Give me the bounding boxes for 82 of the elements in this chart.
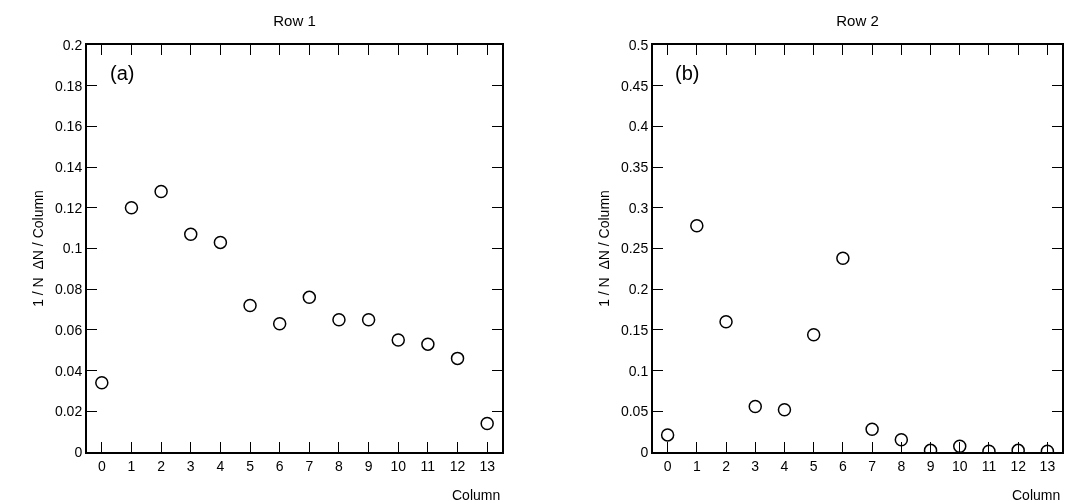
point	[213, 235, 228, 250]
y-tick-label: 0.1	[62, 240, 83, 257]
point	[332, 312, 346, 327]
x-tick-label: 3	[751, 457, 760, 474]
x-tick-label: 1	[127, 457, 136, 474]
x-tick-label: 5	[809, 457, 818, 474]
point	[480, 416, 494, 431]
x-axis-title: Column	[1012, 487, 1061, 502]
y-tick-label: 0.15	[620, 321, 649, 338]
x-axis-title: Column	[452, 487, 501, 502]
y-tick-label: 0.06	[54, 321, 83, 338]
x-tick-label: 2	[157, 457, 166, 474]
y-tick-label: 0.14	[54, 159, 83, 175]
y-tick-label: 0.4	[628, 118, 649, 135]
annotation: (b)	[675, 62, 700, 84]
x-tick-label: 7	[305, 457, 314, 474]
point	[184, 227, 198, 241]
x-tick-label: 10	[951, 457, 968, 474]
x-tick-label: 1	[692, 457, 701, 474]
x-tick-label: 4	[780, 457, 789, 474]
point	[243, 298, 257, 313]
y-tick-label: 0.35	[620, 159, 649, 175]
point	[361, 312, 376, 327]
chart-title: Row 1	[273, 11, 316, 29]
point	[690, 218, 704, 233]
point	[421, 337, 435, 351]
annotation: (a)	[110, 62, 135, 84]
y-tick-label: 0.3	[628, 199, 649, 216]
x-tick-label: 13	[479, 457, 496, 474]
x-tick-label: 12	[1010, 457, 1027, 474]
point	[124, 201, 139, 215]
point	[719, 315, 733, 329]
x-tick-label: 3	[186, 457, 195, 474]
point	[302, 290, 317, 305]
point	[272, 317, 287, 331]
point	[865, 422, 879, 436]
y-tick-label: 0.2	[62, 36, 83, 53]
y-tick-label: 0.1	[628, 362, 649, 379]
y-tick-label: 0.04	[54, 362, 83, 379]
x-tick-label: 8	[335, 457, 344, 474]
chart-title: Row 2	[836, 11, 879, 29]
point	[953, 439, 967, 452]
y-tick-label: 0.25	[620, 240, 649, 257]
x-tick-label: 12	[449, 457, 466, 474]
x-tick-label: 10	[390, 457, 407, 474]
point	[95, 376, 109, 390]
y-tick-label: 0.05	[620, 403, 649, 420]
point	[748, 399, 762, 414]
y-tick-label: 0.12	[54, 199, 83, 216]
x-tick-label: 4	[216, 457, 225, 474]
point	[391, 333, 405, 347]
x-tick-label: 8	[897, 457, 906, 474]
y-tick-label: 0.02	[54, 403, 83, 420]
x-tick-label: 7	[868, 457, 877, 474]
y-tick-label: 0	[74, 443, 83, 460]
point	[777, 402, 792, 417]
x-tick-label: 5	[246, 457, 255, 474]
point	[836, 251, 850, 266]
x-tick-label: 6	[275, 457, 284, 474]
y-tick-label: 0.16	[54, 118, 83, 135]
point	[806, 328, 821, 342]
y-tick-label: 0	[640, 443, 649, 460]
x-tick-label: 0	[663, 457, 672, 474]
y-tick-label: 0.08	[54, 281, 83, 298]
x-tick-label: 2	[722, 457, 731, 474]
x-tick-label: 13	[1039, 457, 1056, 474]
x-tick-label: 11	[420, 457, 436, 474]
y-axis-title: 1 / N ΔN / Column	[30, 190, 47, 307]
x-tick-label: 6	[838, 457, 847, 474]
y-tick-label: 0.2	[628, 281, 649, 298]
y-axis-title: 1 / N ΔN / Column	[596, 190, 613, 307]
x-tick-label: 9	[926, 457, 935, 474]
point	[450, 351, 465, 366]
y-tick-label: 0.5	[628, 36, 649, 53]
x-tick-label: 9	[364, 457, 373, 474]
x-tick-label: 11	[981, 457, 997, 474]
y-tick-label: 0.45	[620, 77, 649, 94]
x-tick-label: 0	[97, 457, 106, 474]
point	[660, 428, 675, 442]
point	[894, 433, 909, 447]
point	[154, 184, 168, 199]
y-tick-label: 0.18	[54, 77, 83, 94]
